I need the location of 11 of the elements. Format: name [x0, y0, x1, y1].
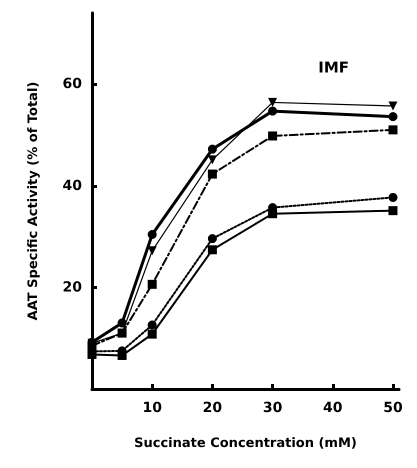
y-axis-title: AAT Specific Activity (% of Total): [26, 82, 41, 320]
annotation: IMF: [318, 58, 350, 76]
y-tick-label: 60: [62, 76, 82, 92]
y-tick-label: 40: [62, 178, 82, 194]
x-tick-label: 20: [202, 400, 222, 416]
x-axis-title: Succinate Concentration (mM): [134, 436, 357, 451]
x-tick-label: 40: [323, 400, 343, 416]
x-tick-label: 10: [142, 400, 162, 416]
x-tick-label: 30: [262, 400, 283, 416]
y-tick-label: 20: [62, 279, 82, 296]
x-tick-label: 50: [383, 400, 403, 416]
